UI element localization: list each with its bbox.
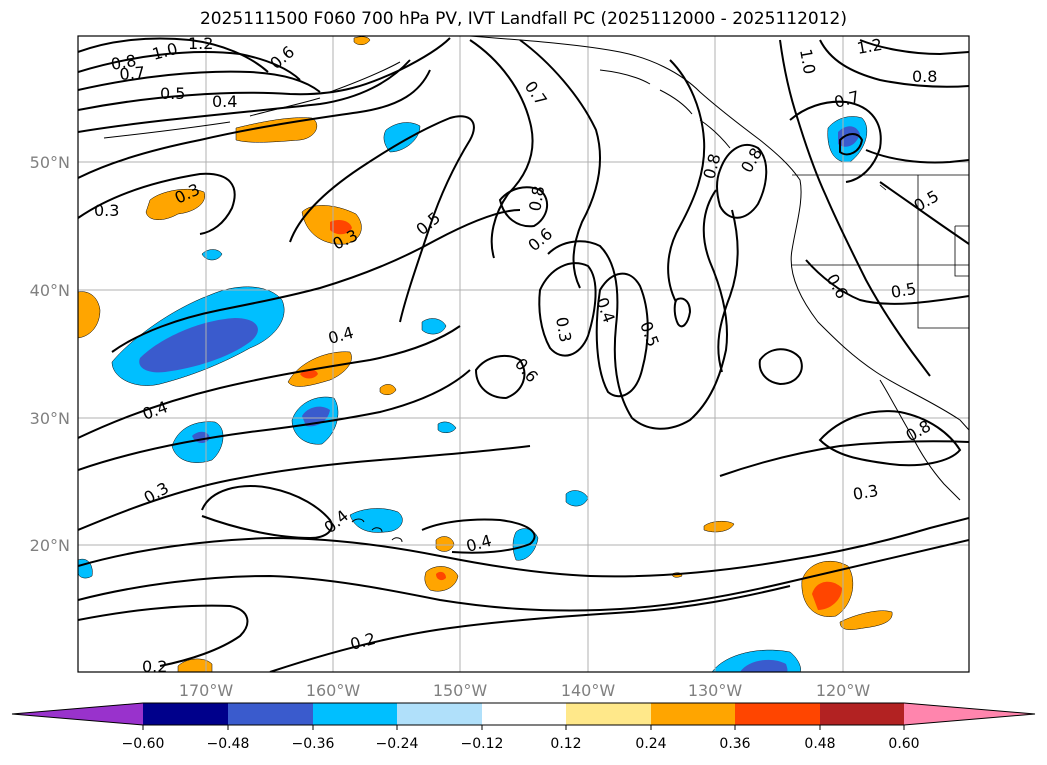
pv-contours: [78, 37, 969, 672]
contour-label: 0.3: [94, 201, 119, 220]
lon-label-130w: 130°W: [688, 681, 743, 700]
contour-label: 0.7: [119, 63, 146, 84]
contour-label: 0.5: [889, 279, 917, 302]
colorbar-tick-label: 0.60: [888, 736, 919, 752]
colorbar-segment: [651, 703, 735, 725]
colorbar-tick-label: −0.60: [122, 736, 165, 752]
graticule: [78, 36, 969, 672]
colorbar-extend-max: [904, 703, 1035, 725]
map-frame: [77, 35, 970, 673]
colorbar-tick-label: 0.48: [804, 736, 835, 752]
latitude-labels: 50°N 40°N 30°N 20°N: [30, 153, 70, 555]
contour-label: 0.2: [142, 657, 167, 676]
lat-label-40n: 40°N: [30, 281, 70, 300]
contour-label: 0.3: [851, 481, 879, 504]
contour-label: 0.3: [552, 315, 575, 343]
contour-label: 1.2: [188, 34, 213, 53]
colorbar-tick-label: −0.36: [292, 736, 335, 752]
contour-label: 1.0: [796, 47, 819, 75]
colorbar-tick-label: 0.12: [550, 736, 581, 752]
colorbar-extend-min: [12, 703, 143, 725]
colorbar: −0.60 −0.48 −0.36 −0.24 −0.12 0.12 0.24 …: [11, 702, 1036, 752]
colorbar-segment: [313, 703, 397, 725]
colorbar-segment: [397, 703, 482, 725]
colorbar-tick-label: 0.36: [719, 736, 750, 752]
colorbar-segment: [735, 703, 820, 725]
colorbar-segment: [820, 703, 904, 725]
colorbar-tick-label: 0.24: [635, 736, 666, 752]
colorbar-segment: [482, 703, 566, 725]
lon-label-160w: 160°W: [306, 681, 361, 700]
lon-label-170w: 170°W: [179, 681, 234, 700]
lon-label-150w: 150°W: [433, 681, 488, 700]
contour-label: 1.2: [855, 35, 883, 58]
pv-shading: [78, 36, 893, 672]
contour-label: 0.4: [212, 92, 237, 111]
colorbar-segment: [143, 703, 228, 725]
colorbar-tick-label: −0.24: [376, 736, 419, 752]
map-title: 2025111500 F060 700 hPa PV, IVT Landfall…: [199, 9, 847, 29]
lat-label-50n: 50°N: [30, 153, 70, 172]
contour-label: 0.8: [525, 184, 548, 212]
colorbar-segment: [228, 703, 313, 725]
contour-label: 0.8: [912, 67, 937, 86]
colorbar-tick-label: −0.48: [207, 736, 250, 752]
contour-label: 0.8: [109, 51, 137, 74]
lat-label-20n: 20°N: [30, 536, 70, 555]
colorbar-tick-label: −0.12: [461, 736, 504, 752]
lon-label-120w: 120°W: [816, 681, 871, 700]
colorbar-segment: [566, 703, 651, 725]
lon-label-140w: 140°W: [561, 681, 616, 700]
lat-label-30n: 30°N: [30, 409, 70, 428]
longitude-labels: 170°W 160°W 150°W 140°W 130°W 120°W: [179, 681, 871, 700]
contour-label: 0.5: [160, 84, 185, 103]
